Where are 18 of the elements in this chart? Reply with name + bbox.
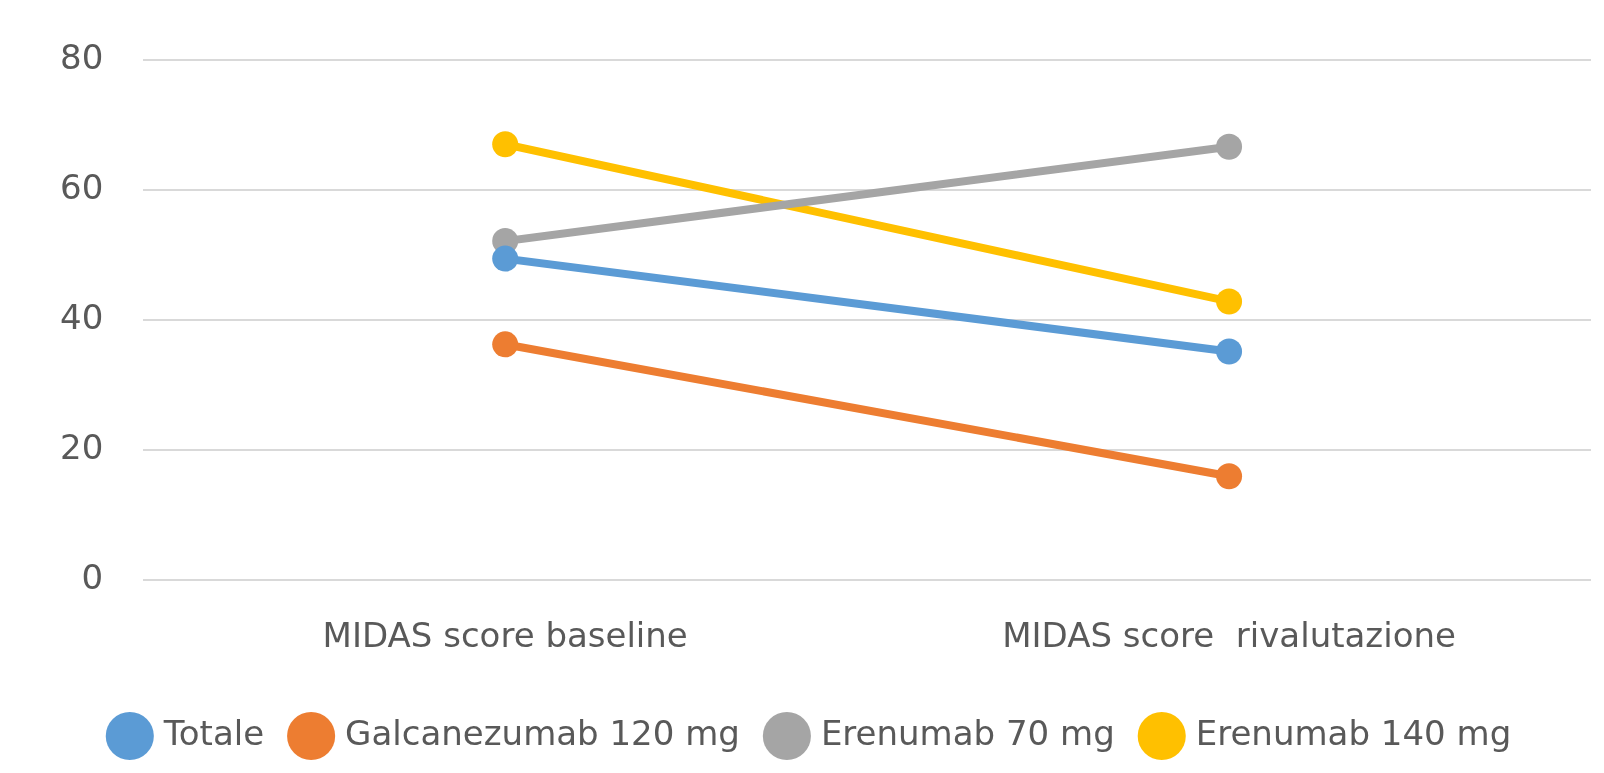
point (1216, 288, 1243, 315)
point (492, 245, 519, 272)
point (1216, 463, 1243, 490)
point (1216, 133, 1243, 160)
point (1216, 338, 1243, 365)
point (492, 131, 519, 158)
legend-label: Galcanezumab 120 mg (345, 712, 740, 753)
legend-label: Erenumab 140 mg (1195, 712, 1512, 753)
x-tick-label: MIDAS score rivalutazione (1002, 615, 1456, 656)
y-tick-label: 80 (60, 37, 104, 78)
y-tick-label: 0 (81, 557, 104, 598)
y-tick-label: 60 (60, 167, 104, 208)
legend-label: Totale (162, 712, 265, 753)
x-tick-label: MIDAS score baseline (322, 615, 688, 656)
legend-label: Erenumab 70 mg (820, 712, 1115, 753)
y-tick-label: 40 (60, 297, 104, 338)
y-tick-label: 20 (60, 427, 104, 468)
point (492, 331, 519, 358)
